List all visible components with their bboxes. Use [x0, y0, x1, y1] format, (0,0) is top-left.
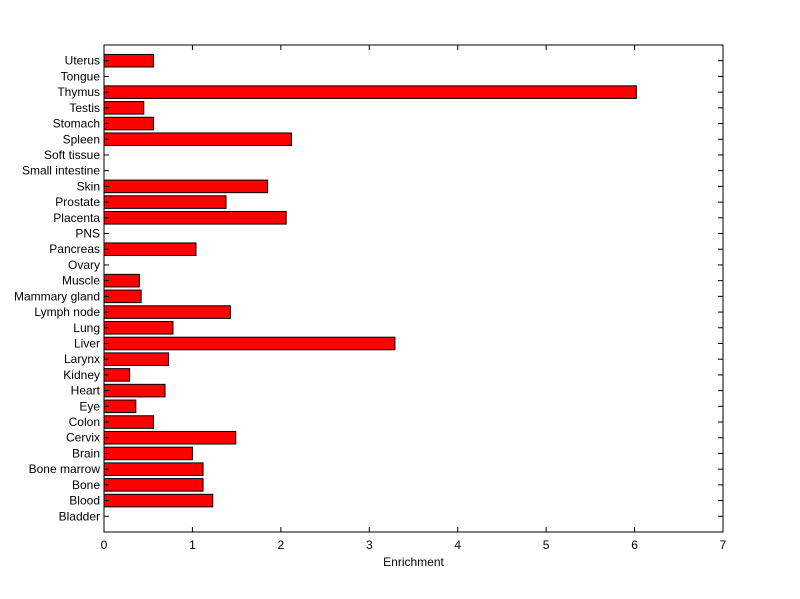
y-tick-label: Spleen: [63, 132, 100, 146]
y-tick-label: Uterus: [65, 54, 100, 68]
ticks-group: [103, 45, 724, 532]
bar-heart: [103, 383, 166, 398]
bar-lung: [103, 320, 174, 335]
bar-colon: [103, 415, 155, 429]
bar-mammary-gland: [103, 289, 142, 304]
bar-larynx: [103, 352, 170, 366]
x-tick-labels: 0 1 2 3 4 5 6 7: [101, 538, 727, 552]
bar-bone-marrow: [103, 462, 204, 476]
y-tick-label: Eye: [79, 399, 100, 413]
bar-stomach: [103, 116, 155, 131]
y-tick-label: Cervix: [66, 431, 100, 445]
bar-brain: [103, 446, 193, 461]
bar-placenta: [103, 211, 287, 225]
x-tick-label: 2: [278, 538, 285, 552]
bar-pancreas: [103, 242, 197, 257]
bar-uterus: [103, 53, 155, 68]
y-tick-label: Brain: [72, 446, 100, 460]
y-tick-label: Colon: [69, 415, 100, 429]
x-tick-label: 5: [543, 538, 550, 552]
y-tick-label: Skin: [77, 179, 100, 193]
y-tick-label: Liver: [74, 336, 100, 350]
x-axis-title: Enrichment: [383, 555, 444, 569]
axes-frame: [103, 44, 724, 533]
bar-cervix: [103, 430, 237, 445]
y-tick-label: Bone: [72, 478, 100, 492]
y-tick-label: PNS: [75, 227, 100, 241]
y-tick-label: Bladder: [59, 509, 100, 523]
bar-prostate: [103, 195, 227, 209]
y-tick-label: Heart: [71, 384, 101, 398]
x-tick-label: 3: [366, 538, 373, 552]
y-tick-label: Kidney: [63, 368, 100, 382]
y-tick-label: Stomach: [53, 117, 100, 131]
bar-spleen: [103, 132, 292, 147]
bar-skin: [103, 179, 269, 194]
y-tick-label: Pancreas: [49, 242, 100, 256]
x-tick-label: 4: [454, 538, 461, 552]
x-tick-label: 1: [189, 538, 196, 552]
y-tick-label: Prostate: [55, 195, 100, 209]
y-tick-label: Thymus: [57, 85, 100, 99]
bar-thymus: [103, 85, 637, 99]
bar-muscle: [103, 273, 140, 288]
bar-blood: [103, 493, 214, 508]
y-tick-label: Mammary gland: [14, 289, 100, 303]
y-tick-label: Ovary: [68, 258, 100, 272]
y-tick-label: Testis: [69, 101, 100, 115]
bar-lymph-node: [103, 305, 231, 319]
bars-group: [103, 53, 637, 508]
y-tick-label: Small intestine: [22, 164, 100, 178]
y-tick-label: Lymph node: [34, 305, 100, 319]
x-tick-label: 0: [101, 538, 108, 552]
bar-testis: [103, 101, 145, 115]
y-tick-label: Blood: [69, 494, 100, 508]
y-tick-label: Placenta: [53, 211, 100, 225]
y-tick-label: Muscle: [62, 274, 100, 288]
bar-bone: [103, 478, 204, 492]
x-tick-label: 7: [720, 538, 727, 552]
y-tick-label: Tongue: [61, 69, 101, 83]
y-tick-label: Lung: [73, 321, 100, 335]
bar-liver: [103, 336, 396, 351]
x-tick-label: 6: [631, 538, 638, 552]
y-tick-label: Larynx: [64, 352, 100, 366]
y-tick-label: Soft tissue: [44, 148, 100, 162]
y-tick-label: Bone marrow: [29, 462, 101, 476]
